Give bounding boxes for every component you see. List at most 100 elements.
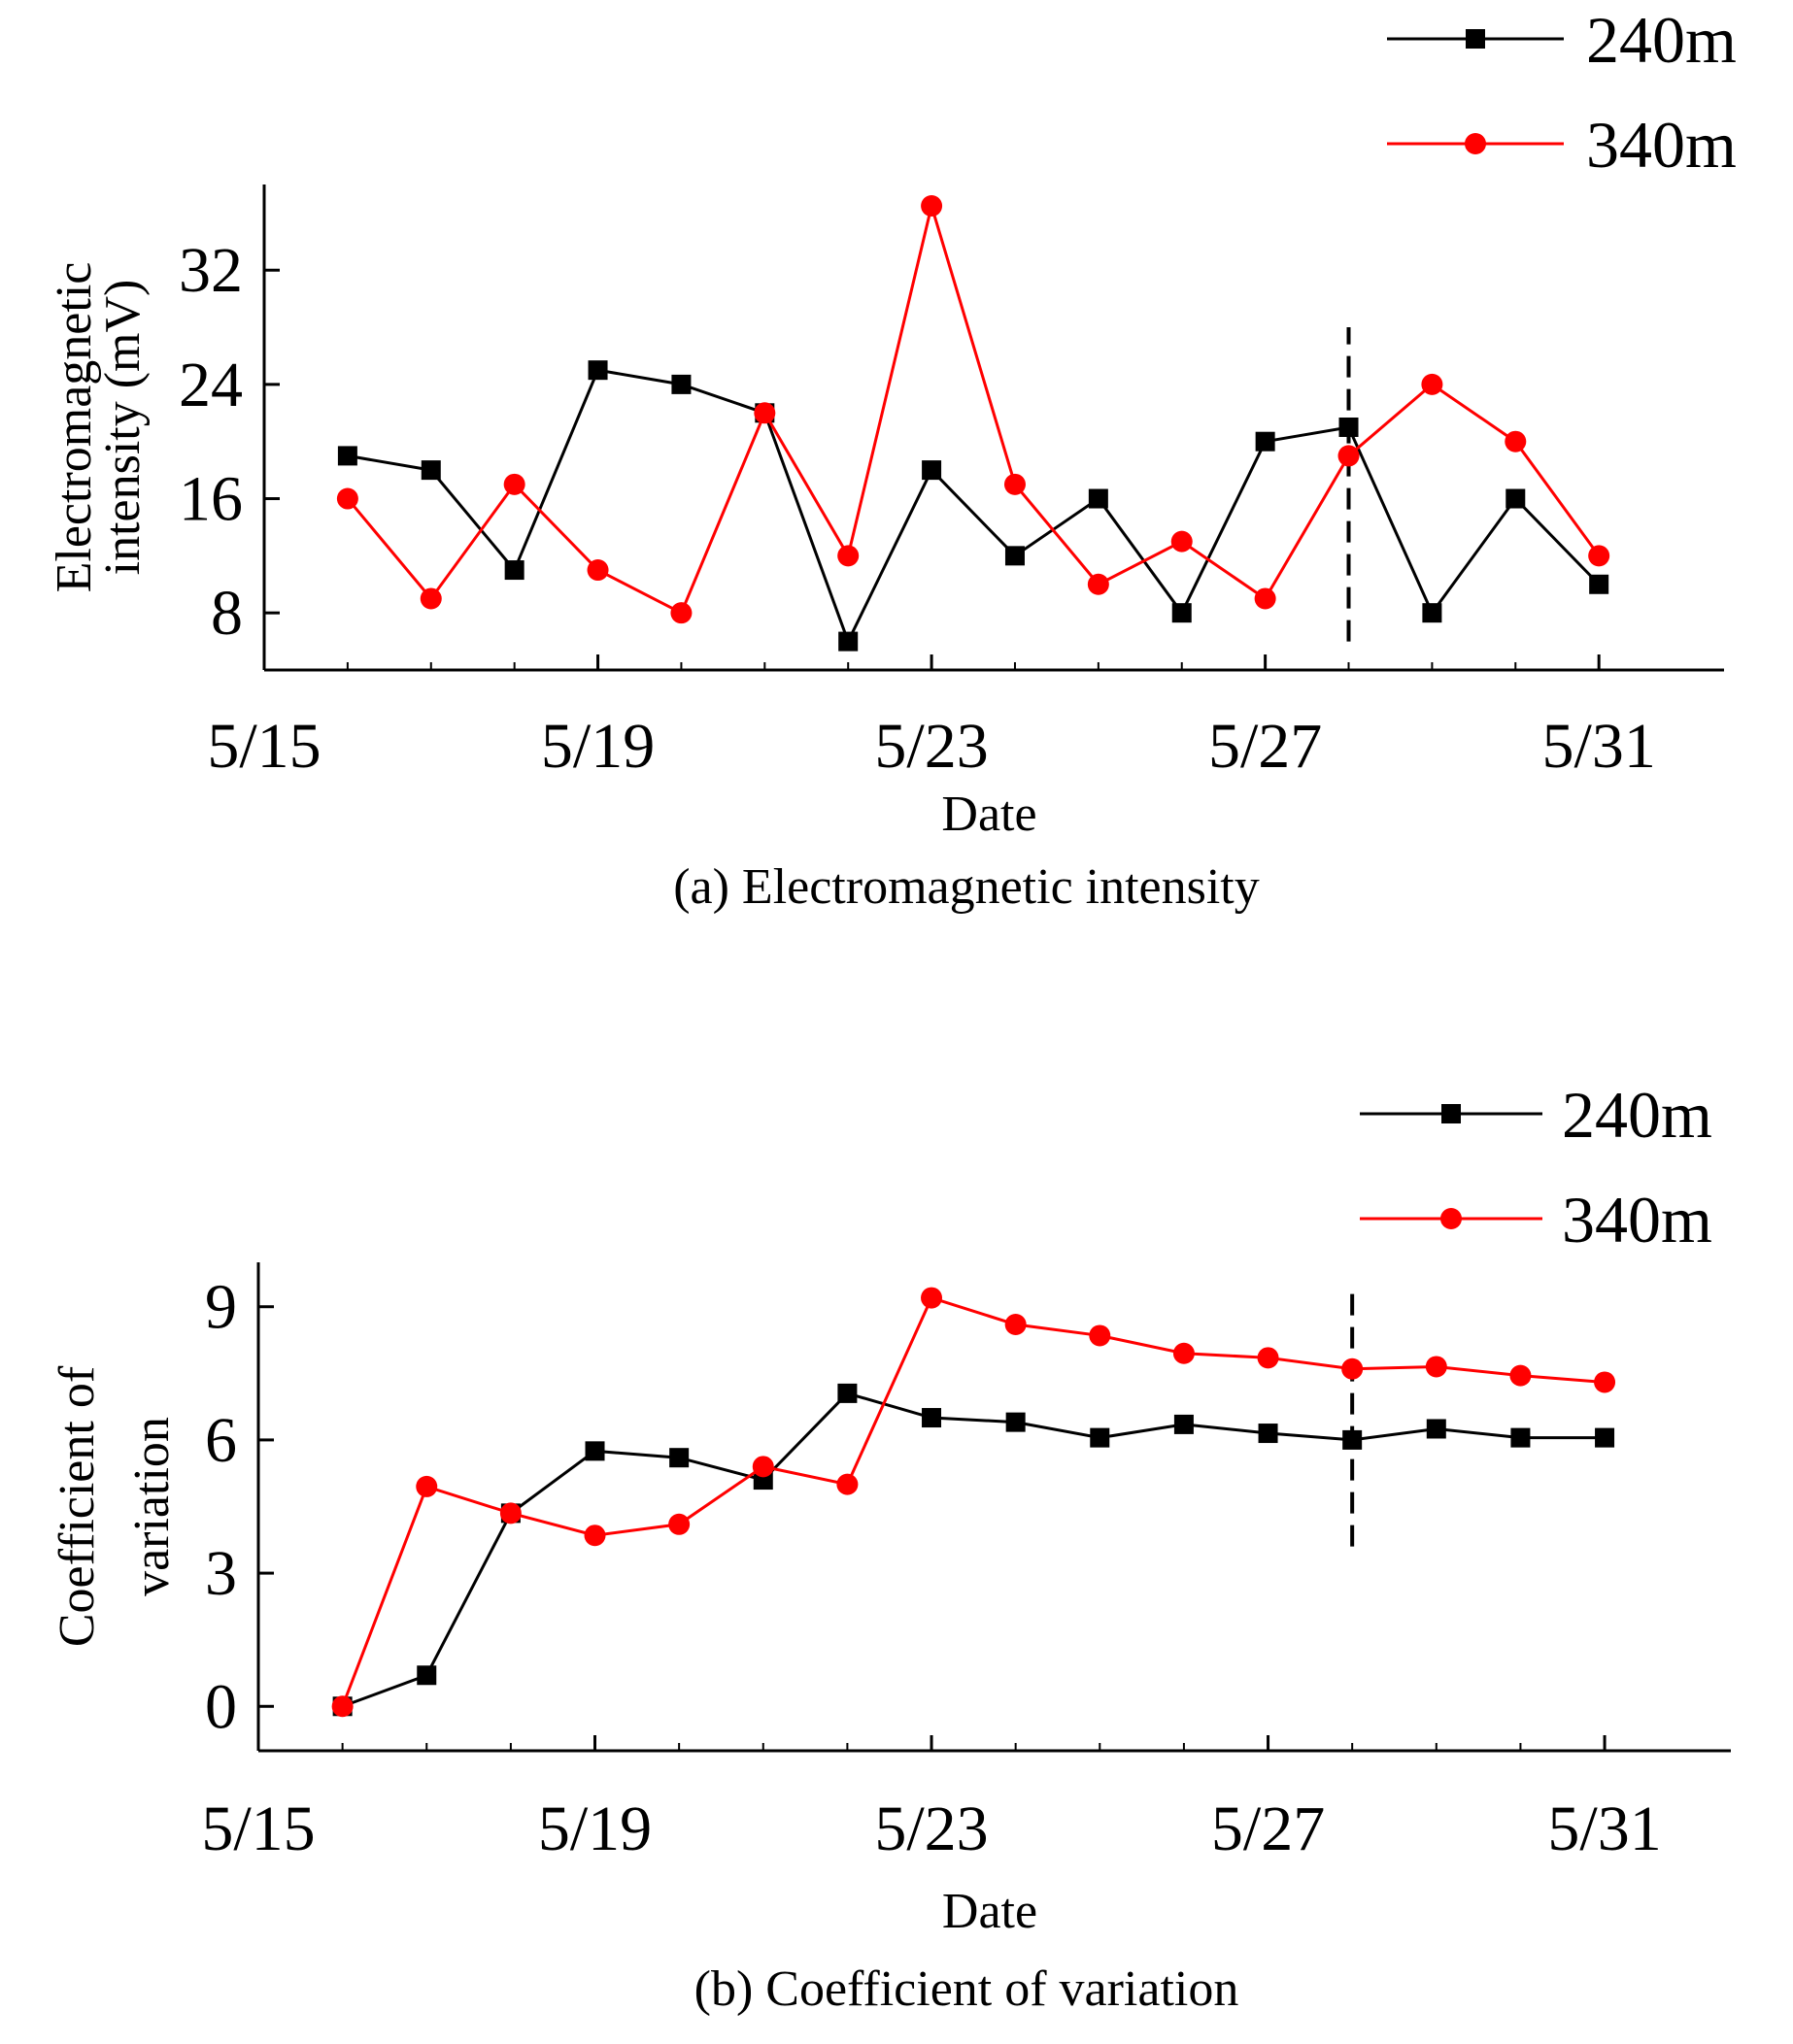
legend-marker (1441, 1104, 1461, 1123)
data-point (1510, 1427, 1531, 1448)
data-point (1170, 530, 1193, 553)
x-tick-label: 5/15 (207, 711, 321, 782)
data-point (331, 1695, 354, 1718)
x-tick-label: 5/31 (1541, 711, 1655, 782)
data-point (921, 195, 943, 218)
data-point (1003, 473, 1026, 495)
y-tick-label: 32 (179, 235, 243, 306)
data-point (336, 487, 358, 510)
data-point (669, 1448, 690, 1468)
data-point (503, 473, 525, 495)
data-point (417, 1665, 437, 1686)
y-tick-label: 0 (205, 1671, 237, 1742)
legend-entry-240m: 240m (1387, 3, 1737, 77)
legend-marker (1465, 133, 1486, 154)
data-point (1005, 1412, 1026, 1432)
x-tick-label: 5/23 (874, 711, 988, 782)
data-point (1258, 1424, 1278, 1444)
data-point (1173, 1414, 1194, 1434)
data-point (670, 602, 693, 624)
x-tick-label: 5/19 (538, 1793, 652, 1864)
data-point (837, 1383, 858, 1403)
x-tick-label: 5/27 (1211, 1793, 1325, 1864)
data-point (1090, 1427, 1110, 1448)
data-point (1342, 1429, 1363, 1450)
data-point (1341, 1357, 1364, 1380)
y-axis-title-line1: Coefficient of (50, 1365, 105, 1647)
data-point (671, 374, 692, 394)
data-point (499, 1502, 522, 1525)
legend-marker (1440, 1208, 1462, 1229)
data-point (922, 1408, 942, 1428)
series-340m (336, 195, 1610, 624)
series-340m (331, 1287, 1616, 1718)
data-point (588, 360, 608, 381)
legend-marker (1466, 29, 1485, 49)
series-line-340m (341, 1295, 1606, 1707)
data-point (1421, 373, 1443, 395)
data-point (1172, 1342, 1195, 1364)
data-point (752, 1456, 774, 1478)
data-point (837, 545, 860, 567)
data-point (1426, 1419, 1446, 1439)
data-point (1337, 445, 1360, 467)
data-point (1588, 545, 1610, 567)
data-point (1595, 1427, 1615, 1448)
data-point (1254, 587, 1276, 610)
data-point (1089, 1324, 1111, 1347)
chart-coefficient-of-variation: 0 3 6 9 5/15 5/19 5/23 5/27 5/31 Date Coefficient … (50, 1078, 1731, 2017)
data-point (1087, 573, 1109, 595)
data-point (1422, 603, 1442, 623)
data-point (1004, 1314, 1027, 1336)
x-tick-label: 5/31 (1547, 1793, 1661, 1864)
data-point (337, 446, 357, 466)
data-point (754, 402, 776, 424)
data-point (1594, 1371, 1616, 1393)
x-axis-title: Date (942, 1884, 1037, 1939)
data-point (922, 460, 942, 481)
x-axis-title: Date (941, 787, 1036, 842)
figure-caption: (a) Electromagnetic intensity (673, 859, 1260, 915)
data-point (1257, 1347, 1279, 1369)
x-tick-label: 5/19 (541, 711, 655, 782)
data-point (416, 1475, 438, 1497)
legend-entry-340m: 340m (1360, 1183, 1712, 1257)
data-point (1509, 1364, 1532, 1387)
data-point (1425, 1356, 1447, 1378)
data-point (1088, 488, 1108, 509)
y-tick-label: 9 (205, 1272, 237, 1343)
data-point (1505, 430, 1527, 452)
y-tick-label: 8 (211, 578, 243, 649)
figure-caption: (b) Coefficient of variation (694, 1961, 1239, 2017)
data-point (838, 631, 859, 652)
x-tick-label: 5/23 (874, 1793, 988, 1864)
series-line-340m (346, 200, 1601, 616)
y-axis-title-line1: Electromagnetic (47, 262, 102, 593)
y-axis-title-line2: intensity (mV) (95, 280, 151, 576)
x-tick-label: 5/15 (201, 1793, 315, 1864)
data-point (1171, 603, 1192, 623)
chart-electromagnetic-intensity: 8 16 24 32 5/15 5/19 5/23 5/27 5/31 Date Electroma… (47, 3, 1737, 915)
data-point (836, 1473, 859, 1495)
y-tick-label: 24 (179, 350, 243, 420)
data-point (1338, 418, 1359, 437)
data-point (421, 460, 441, 481)
series-line-240m (347, 368, 1601, 646)
data-point (1505, 488, 1526, 509)
data-point (420, 587, 442, 610)
data-point (1004, 546, 1025, 566)
legend-label: 240m (1586, 3, 1737, 77)
y-tick-label: 3 (205, 1538, 237, 1609)
series-line-240m (342, 1391, 1606, 1708)
data-point (921, 1287, 943, 1309)
legend-entry-240m: 240m (1360, 1078, 1712, 1152)
data-point (1589, 574, 1609, 594)
x-tick-label: 5/27 (1208, 711, 1322, 782)
data-point (584, 1525, 606, 1547)
legend-label: 340m (1562, 1183, 1712, 1257)
y-tick-label: 16 (179, 464, 243, 535)
data-point (668, 1513, 691, 1535)
series-240m (337, 360, 1609, 652)
data-point (585, 1441, 605, 1461)
